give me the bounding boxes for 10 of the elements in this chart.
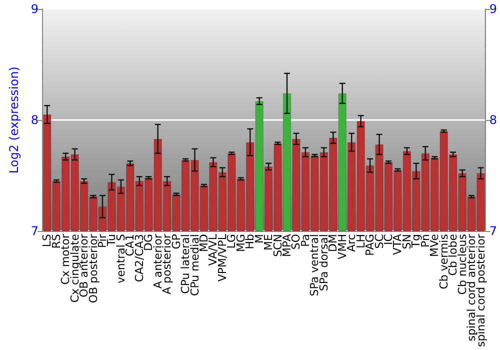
y2-tick-label: 8 <box>489 113 498 128</box>
y2-tick-label: 9 <box>489 2 498 16</box>
y-tick-label: 9 <box>30 2 39 16</box>
y-axis-title: Log2 (expression) <box>7 66 21 174</box>
y-tick-label: 8 <box>30 113 39 128</box>
x-tick-label: A posterior <box>160 234 174 294</box>
y-tick-label: 7 <box>30 224 39 238</box>
x-tick-label: OB posterior <box>86 234 100 304</box>
x-tick-label: Tg <box>410 234 423 249</box>
y2-tick-label: 7 <box>489 224 498 238</box>
